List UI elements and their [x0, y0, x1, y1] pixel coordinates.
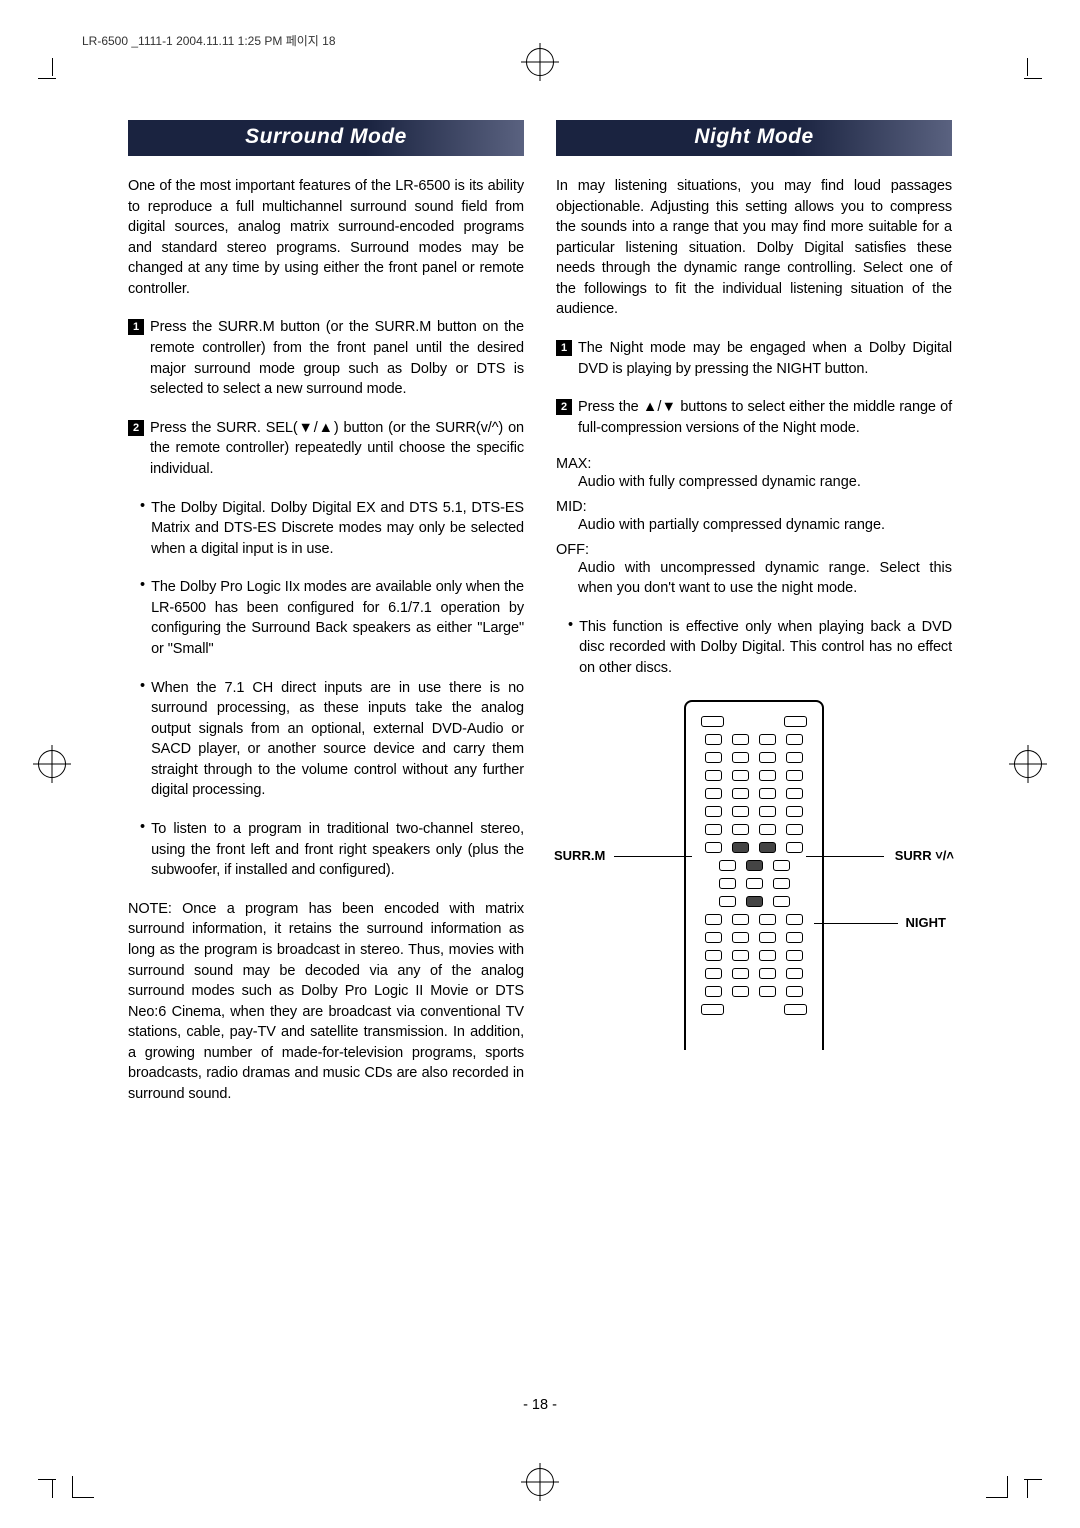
crop-corner — [1024, 78, 1042, 79]
max-text: Audio with fully compressed dynamic rang… — [578, 472, 952, 493]
intro-text: In may listening situations, you may fin… — [556, 176, 952, 320]
bullet-text: To listen to a program in traditional tw… — [151, 819, 524, 881]
section-title-night: Night Mode — [556, 120, 952, 156]
max-label: MAX: — [556, 456, 952, 472]
label-night: NIGHT — [906, 915, 946, 930]
register-mark-right — [1014, 750, 1042, 778]
left-column: Surround Mode One of the most important … — [128, 120, 524, 1123]
off-text: Audio with uncompressed dynamic range. S… — [578, 558, 952, 599]
bullet-icon: • — [568, 617, 573, 679]
bullet-icon: • — [140, 819, 145, 881]
label-surrv: SURR ˅/˄ — [895, 848, 954, 863]
bullet-item: • The Dolby Digital. Dolby Digital EX an… — [140, 498, 524, 560]
step-2: 2 Press the ▲/▼ buttons to select either… — [556, 397, 952, 438]
register-mark-left — [38, 750, 66, 778]
bullet-text: The Dolby Digital. Dolby Digital EX and … — [151, 498, 524, 560]
step-1-text: Press the SURR.M button (or the SURR.M b… — [150, 317, 524, 399]
bullet-text: This function is effective only when pla… — [579, 617, 952, 679]
number-box-2: 2 — [556, 399, 572, 415]
bullet-text: When the 7.1 CH direct inputs are in use… — [151, 678, 524, 801]
step-1: 1 The Night mode may be engaged when a D… — [556, 338, 952, 379]
crop-mark-top — [0, 58, 1080, 88]
register-mark-bottom — [526, 1468, 554, 1496]
step-2-text: Press the SURR. SEL(▼/▲) button (or the … — [150, 418, 524, 480]
number-box-1: 1 — [556, 340, 572, 356]
remote-diagram: SURR.M SURR ˅/˄ NIGHT — [556, 700, 952, 1050]
bullet-text: The Dolby Pro Logic IIx modes are availa… — [151, 577, 524, 659]
intro-text: One of the most important features of th… — [128, 176, 524, 299]
crop-corner-mark — [986, 1476, 1008, 1498]
label-line — [614, 856, 692, 857]
mid-text: Audio with partially compressed dynamic … — [578, 515, 952, 536]
bullet-item: • To listen to a program in traditional … — [140, 819, 524, 881]
label-line — [814, 923, 898, 924]
page-header: LR-6500 _1111-1 2004.11.11 1:25 PM 페이지 1… — [82, 32, 336, 49]
remote-body — [684, 700, 824, 1050]
off-label: OFF: — [556, 542, 952, 558]
number-box-2: 2 — [128, 420, 144, 436]
note-text: NOTE: Once a program has been encoded wi… — [128, 899, 524, 1105]
step-2-text: Press the ▲/▼ buttons to select either t… — [578, 397, 952, 438]
bullet-icon: • — [140, 577, 145, 659]
number-box-1: 1 — [128, 319, 144, 335]
step-1-text: The Night mode may be engaged when a Dol… — [578, 338, 952, 379]
bullet-item: • The Dolby Pro Logic IIx modes are avai… — [140, 577, 524, 659]
mid-label: MID: — [556, 499, 952, 515]
bullet-icon: • — [140, 678, 145, 801]
bullet-item: • This function is effective only when p… — [568, 617, 952, 679]
crop-corner-mark — [72, 1476, 94, 1498]
crop-corner — [38, 78, 56, 79]
bullet-item: • When the 7.1 CH direct inputs are in u… — [140, 678, 524, 801]
bullet-icon: • — [140, 498, 145, 560]
crop-corner — [38, 1479, 56, 1480]
label-surrm: SURR.M — [554, 848, 605, 863]
section-title-surround: Surround Mode — [128, 120, 524, 156]
step-1: 1 Press the SURR.M button (or the SURR.M… — [128, 317, 524, 399]
step-2: 2 Press the SURR. SEL(▼/▲) button (or th… — [128, 418, 524, 480]
right-column: Night Mode In may listening situations, … — [556, 120, 952, 1123]
page-number: - 18 - — [523, 1397, 557, 1413]
